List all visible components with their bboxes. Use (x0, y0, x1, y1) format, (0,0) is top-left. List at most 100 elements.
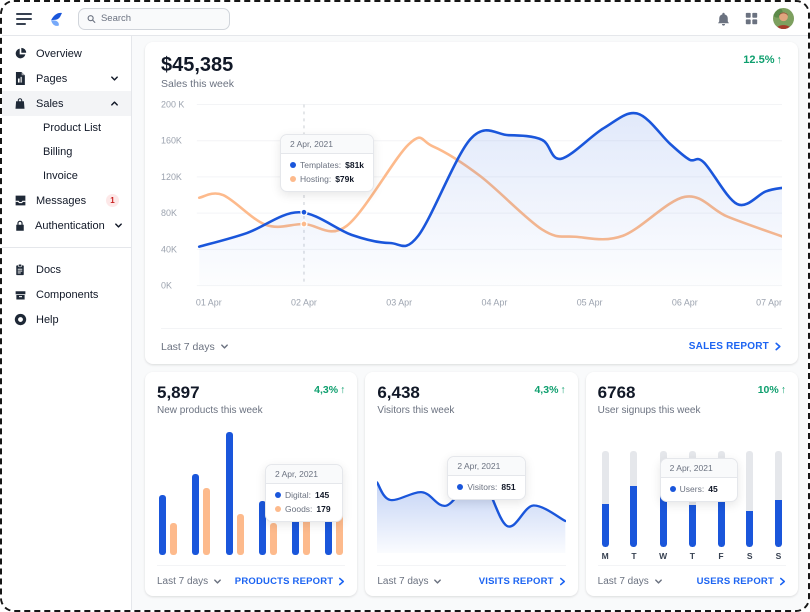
date-range-dropdown[interactable]: Last 7 days (157, 576, 222, 587)
sidebar-item-overview[interactable]: Overview (2, 41, 131, 66)
series-dot-icon (290, 176, 296, 182)
avatar-image-icon (773, 8, 794, 29)
tooltip-row: Goods: 179 (266, 502, 342, 516)
bar-fill (659, 473, 667, 547)
svg-text:03 Apr: 03 Apr (386, 298, 412, 308)
user-avatar[interactable] (773, 8, 794, 29)
sidebar-label: Authentication (35, 219, 105, 232)
clipboard-icon (14, 263, 27, 276)
visits-chart: 2 Apr, 2021 Visitors: 851 (377, 416, 566, 565)
products-value: 5,897 (157, 383, 200, 402)
sidebar-label: Overview (36, 47, 82, 60)
sidebar-subitem-invoice[interactable]: Invoice (43, 170, 78, 182)
sales-chart: 0K 40K 80K 120K 160K 200 K 01 Apr 02 Apr 03 Apr 0… (161, 90, 785, 328)
svg-text:160K: 160K (161, 136, 182, 146)
products-subtitle: New products this week (157, 404, 263, 416)
products-report-link[interactable]: PRODUCTS REPORT (235, 576, 346, 587)
user-signup-bar: M (602, 451, 609, 561)
date-range-dropdown[interactable]: Last 7 days (161, 341, 229, 353)
series-dot-icon (275, 505, 281, 512)
bar-group (192, 474, 211, 555)
svg-text:0K: 0K (161, 281, 172, 291)
sales-subtitle: Sales this week (161, 78, 234, 90)
apps-grid-icon[interactable] (745, 12, 758, 25)
bar-track (630, 451, 638, 547)
sidebar-label: Sales (36, 97, 64, 110)
sidebar: Overview Pages Sales Product List Billin… (2, 36, 132, 610)
chevron-down-icon (654, 578, 662, 584)
sidebar-subitem-billing[interactable]: Billing (43, 146, 73, 158)
sidebar-label: Help (36, 313, 59, 326)
archive-box-icon (14, 289, 27, 301)
day-label: F (718, 551, 724, 561)
chevron-down-icon (110, 74, 119, 83)
bar-fill (630, 485, 638, 547)
users-value: 6768 (597, 383, 636, 402)
users-card: 6768 User signups this week 10% ↑ M T W T F S S… (585, 372, 798, 596)
sales-report-link[interactable]: SALES REPORT (689, 341, 782, 352)
svg-text:01 Apr: 01 Apr (196, 298, 222, 308)
tooltip-date: 2 Apr, 2021 (281, 135, 374, 154)
bar-track (746, 451, 754, 547)
bar-group (225, 432, 244, 555)
sidebar-item-pages[interactable]: Pages (2, 66, 131, 91)
topbar-actions (717, 8, 794, 29)
app-logo[interactable] (47, 10, 65, 28)
tooltip-date: 2 Apr, 2021 (448, 456, 525, 476)
sidebar-label: Components (36, 288, 99, 301)
sales-card: $45,385 Sales this week 12.5% ↑ 0K 40K 80K… (145, 42, 798, 364)
day-label: T (689, 551, 695, 561)
user-signup-bar: S (774, 451, 782, 561)
top-navbar (2, 2, 808, 36)
series-dot-icon (669, 485, 676, 492)
tooltip-row: Hosting: $79k (281, 172, 373, 186)
bar-track (774, 451, 782, 547)
users-report-link[interactable]: USERS REPORT (697, 576, 786, 587)
bar-goods (170, 523, 177, 555)
date-range-dropdown[interactable]: Last 7 days (377, 576, 442, 587)
notifications-bell-icon[interactable] (717, 12, 730, 26)
trend-up-icon: ↑ (560, 384, 566, 396)
sidebar-item-messages[interactable]: Messages 1 (2, 188, 131, 213)
inbox-icon (14, 194, 27, 207)
sidebar-item-sales[interactable]: Sales (2, 91, 131, 116)
bar-fill (746, 511, 754, 547)
bar-goods (269, 523, 277, 555)
visits-report-link[interactable]: VISITS REPORT (479, 576, 566, 587)
sidebar-item-authentication[interactable]: Authentication (2, 213, 131, 238)
menu-toggle-icon[interactable] (16, 12, 34, 26)
chevron-right-icon (559, 577, 565, 585)
tooltip-row: Digital: 145 (266, 488, 342, 502)
chevron-down-icon (434, 578, 442, 584)
shopping-bag-icon (14, 97, 27, 110)
bar-fill (774, 499, 782, 547)
day-label: M (601, 551, 609, 561)
search-icon (87, 14, 96, 23)
bar-digital (192, 474, 200, 555)
sidebar-item-components[interactable]: Components (2, 282, 131, 307)
bar-goods (336, 507, 344, 555)
user-signup-bar: T (630, 451, 638, 561)
day-label: W (659, 551, 668, 561)
sidebar-subitem-product-list[interactable]: Product List (43, 122, 102, 134)
series-dot-icon (457, 483, 464, 490)
search-input[interactable] (100, 13, 221, 24)
bar-fill (688, 504, 696, 547)
day-label: S (746, 551, 753, 561)
tooltip-row: Visitors: 851 (448, 480, 524, 494)
products-chart: 2 Apr, 2021 Digital: 145 Goods: 179 (157, 416, 345, 565)
bar-digital (258, 501, 266, 555)
bar-track (601, 451, 609, 547)
chevron-down-icon (214, 578, 222, 584)
logo-icon (51, 12, 62, 26)
user-signup-bar: S (746, 451, 754, 561)
visits-value: 6,438 (377, 383, 420, 402)
sales-value: $45,385 (161, 54, 234, 76)
series-dot-icon (275, 491, 281, 498)
svg-text:02 Apr: 02 Apr (291, 298, 317, 308)
date-range-dropdown[interactable]: Last 7 days (598, 576, 663, 587)
sidebar-item-docs[interactable]: Docs (2, 257, 131, 282)
sidebar-item-help[interactable]: Help (2, 307, 131, 332)
svg-text:80K: 80K (161, 208, 177, 218)
bar-group (159, 495, 177, 555)
